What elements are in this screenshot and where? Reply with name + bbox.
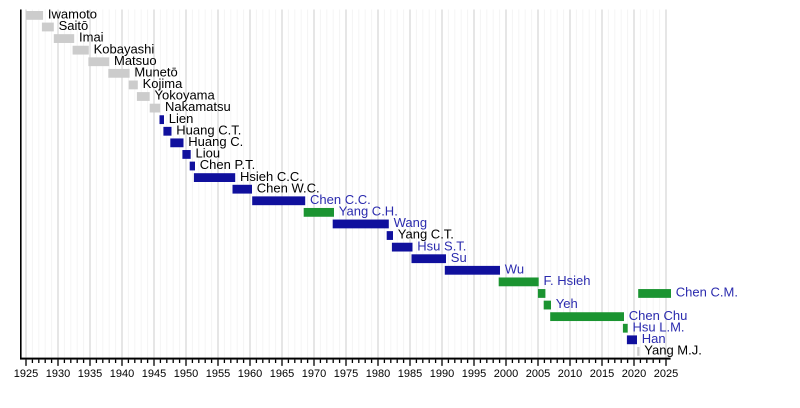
svg-text:Munetō: Munetō — [134, 64, 177, 79]
svg-text:2020: 2020 — [622, 368, 646, 380]
svg-text:2005: 2005 — [526, 368, 550, 380]
svg-text:1995: 1995 — [462, 368, 486, 380]
svg-text:Yokoyama: Yokoyama — [155, 88, 216, 103]
svg-text:Wu: Wu — [505, 261, 524, 276]
svg-text:Iwamoto: Iwamoto — [48, 7, 97, 22]
svg-text:Yeh: Yeh — [556, 296, 578, 311]
svg-text:Matsuo: Matsuo — [114, 53, 157, 68]
svg-text:2015: 2015 — [590, 368, 614, 380]
svg-text:1980: 1980 — [366, 368, 390, 380]
svg-text:1945: 1945 — [142, 368, 166, 380]
svg-text:Liou: Liou — [196, 146, 221, 161]
svg-text:Hsieh C.C.: Hsieh C.C. — [240, 169, 303, 184]
svg-text:1935: 1935 — [78, 368, 102, 380]
svg-text:1950: 1950 — [174, 368, 198, 380]
svg-text:1965: 1965 — [270, 368, 294, 380]
svg-text:1975: 1975 — [334, 368, 358, 380]
svg-text:Han: Han — [642, 331, 666, 346]
svg-text:2010: 2010 — [558, 368, 582, 380]
svg-text:1955: 1955 — [206, 368, 230, 380]
svg-text:Kobayashi: Kobayashi — [94, 41, 155, 56]
svg-text:Nakamatsu: Nakamatsu — [165, 99, 231, 114]
svg-text:Yang M.J.: Yang M.J. — [644, 343, 702, 358]
svg-text:Hsu S.T.: Hsu S.T. — [417, 238, 466, 253]
svg-text:Hsu L.M.: Hsu L.M. — [633, 319, 685, 334]
svg-text:Kojima: Kojima — [143, 76, 184, 91]
svg-text:Huang C.: Huang C. — [188, 134, 243, 149]
svg-text:2000: 2000 — [494, 368, 518, 380]
svg-text:Saitō: Saitō — [59, 18, 89, 33]
svg-text:2025: 2025 — [654, 368, 678, 380]
svg-text:1940: 1940 — [110, 368, 134, 380]
svg-text:1960: 1960 — [238, 368, 262, 380]
svg-text:F. Hsieh: F. Hsieh — [544, 273, 591, 288]
svg-text:Imai: Imai — [79, 30, 104, 45]
svg-text:1925: 1925 — [14, 368, 38, 380]
svg-text:Wang: Wang — [394, 215, 427, 230]
svg-text:Chen W.C.: Chen W.C. — [257, 180, 320, 195]
svg-text:Chen C.C.: Chen C.C. — [310, 192, 371, 207]
svg-text:Lien: Lien — [169, 111, 194, 126]
svg-text:Chen Chu: Chen Chu — [629, 308, 688, 323]
svg-text:1990: 1990 — [430, 368, 454, 380]
svg-text:1970: 1970 — [302, 368, 326, 380]
svg-text:1985: 1985 — [398, 368, 422, 380]
svg-text:Chen C.M.: Chen C.M. — [676, 285, 738, 300]
svg-text:Chen P.T.: Chen P.T. — [200, 157, 255, 172]
svg-text:1930: 1930 — [46, 368, 70, 380]
svg-text:Yang C.H.: Yang C.H. — [339, 204, 398, 219]
svg-text:Huang C.T.: Huang C.T. — [176, 122, 241, 137]
svg-text:Yang C.T.: Yang C.T. — [398, 227, 454, 242]
svg-text:Su: Su — [451, 250, 467, 265]
